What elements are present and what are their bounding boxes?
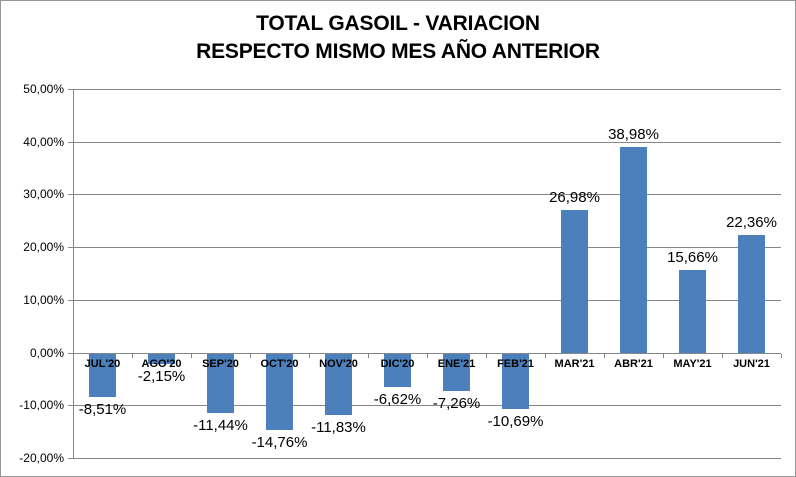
data-label: 38,98% (608, 126, 659, 144)
category-label: FEB'21 (497, 357, 534, 370)
y-axis-label: -20,00% (19, 451, 64, 465)
bar (89, 353, 116, 398)
y-axis-label: 10,00% (23, 292, 64, 307)
chart-title-line1: TOTAL GASOIL - VARIACION (256, 12, 540, 35)
data-label: -11,44% (193, 416, 248, 434)
y-axis-tick (68, 89, 73, 90)
y-axis-tick (68, 299, 73, 301)
gridline (73, 247, 781, 249)
chart-title: TOTAL GASOIL - VARIACION RESPECTO MISMO … (1, 10, 795, 66)
bar (679, 270, 706, 353)
x-axis-tick (486, 353, 487, 358)
x-axis-tick (545, 353, 546, 358)
data-label: -14,76% (251, 434, 308, 452)
bar (384, 353, 411, 388)
x-axis-tick (132, 353, 133, 358)
bar (620, 147, 647, 353)
data-label: 26,98% (549, 189, 600, 207)
category-label: JUL'20 (84, 357, 121, 370)
y-axis-label: 50,00% (23, 82, 64, 96)
y-axis-label: 40,00% (23, 134, 64, 149)
gridline (73, 405, 781, 407)
gridline (73, 89, 781, 90)
category-label: ABR'21 (614, 357, 653, 370)
y-axis-label: 20,00% (23, 240, 64, 255)
bar (502, 353, 529, 409)
gridline (73, 194, 781, 196)
gridline (73, 299, 781, 301)
data-label: -2,15% (137, 367, 186, 385)
x-axis-tick (250, 353, 251, 358)
data-label: -6,62% (373, 391, 422, 409)
plot-area: 50,00% 40,00% 30,00% 20,00% 10,00% 0,00% -10,0… (19, 82, 782, 465)
y-axis-tick (68, 405, 73, 407)
bar (443, 353, 470, 391)
category-label: NOV'20 (319, 357, 358, 370)
data-label: -7,26% (432, 394, 481, 412)
data-label: -8,51% (78, 401, 127, 419)
x-axis-tick (368, 353, 369, 358)
x-axis-tick (722, 353, 723, 358)
y-axis-label: -10,00% (19, 398, 64, 413)
bar (561, 210, 588, 353)
x-axis-tick (663, 353, 664, 358)
x-axis-tick (191, 353, 192, 358)
y-axis-tick (68, 194, 73, 196)
y-axis-tick (68, 352, 73, 354)
bar (738, 234, 765, 353)
category-label: DIC'20 (380, 357, 415, 370)
category-label: AGO'20 (141, 357, 182, 370)
bar (266, 353, 293, 431)
bar (148, 353, 175, 364)
y-axis-tick (68, 141, 73, 143)
gridline (73, 141, 781, 143)
bar (207, 353, 234, 413)
category-label: OCT'20 (260, 357, 299, 370)
x-axis-tick (781, 353, 782, 358)
category-label: MAR'21 (554, 357, 595, 370)
y-axis-line (73, 89, 74, 458)
x-axis-line (73, 352, 781, 354)
data-label: 22,36% (726, 213, 777, 231)
chart-title-line2: RESPECTO MISMO MES AÑO ANTERIOR (196, 40, 600, 63)
x-axis-tick (604, 353, 605, 358)
y-axis-label: 0,00% (29, 345, 64, 360)
data-label: -11,83% (311, 418, 366, 436)
x-axis-tick (73, 353, 74, 358)
y-axis-tick (68, 458, 73, 459)
x-axis-tick (309, 353, 310, 358)
y-axis-tick (68, 247, 73, 249)
gridline (73, 458, 781, 459)
category-label: JUN'21 (733, 357, 770, 370)
data-label: 15,66% (667, 249, 718, 267)
data-label: -10,69% (487, 412, 544, 430)
bar (325, 353, 352, 415)
category-label: MAY'21 (673, 357, 712, 370)
category-label: ENE'21 (437, 357, 476, 370)
x-axis-tick (427, 353, 428, 358)
y-axis-label: 30,00% (23, 187, 64, 202)
category-label: SEP'20 (202, 357, 239, 370)
